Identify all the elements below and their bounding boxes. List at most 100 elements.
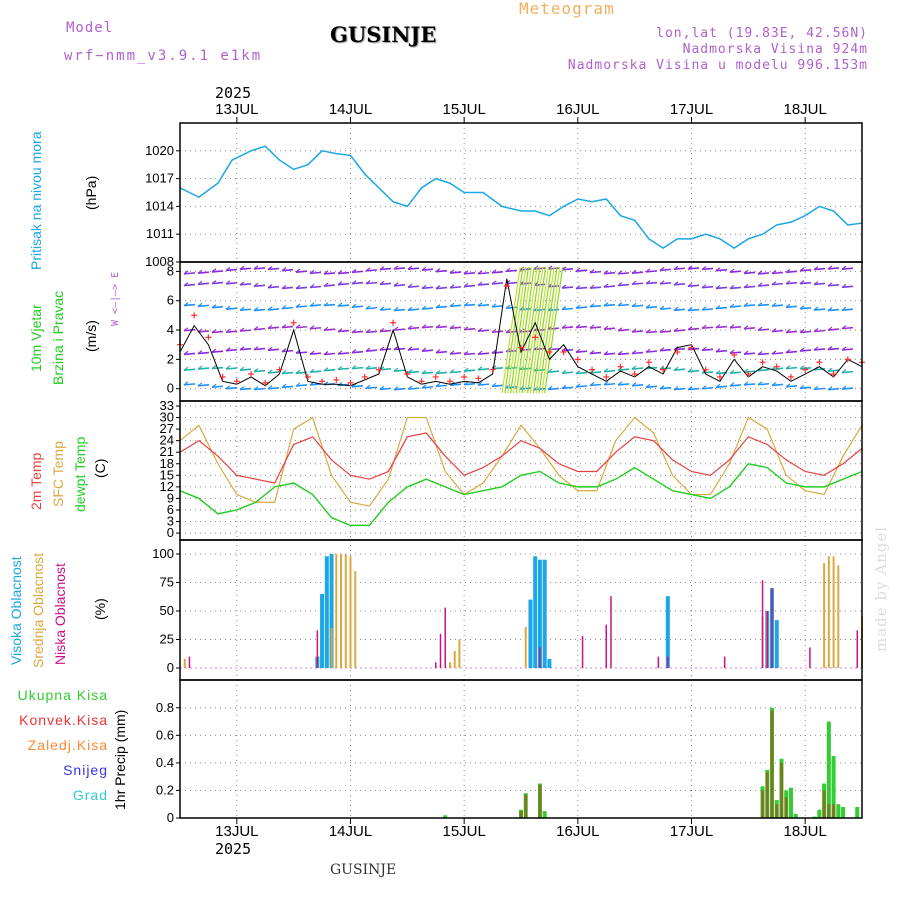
wind-streak <box>529 266 550 394</box>
wind-barb-head <box>197 280 203 285</box>
wind-barb <box>743 304 756 307</box>
wind-barb-head <box>771 302 777 307</box>
precip-bar <box>542 811 547 818</box>
wind-barb <box>827 284 840 287</box>
wind-barb-head <box>197 302 203 307</box>
legend-freezing-rain: Zaledj.Kisa <box>27 737 108 753</box>
wind-barb-head <box>379 385 385 390</box>
cloud-bar <box>183 658 186 668</box>
wind-barb <box>617 272 630 275</box>
wind-barb-head <box>827 367 833 372</box>
cloud-bar <box>528 599 533 668</box>
wind-barb-head <box>687 326 693 331</box>
wind-barb <box>701 308 714 311</box>
cloud-bar <box>581 636 584 668</box>
wind-barb-head <box>281 305 287 310</box>
wind-barb-head <box>253 386 259 391</box>
wind-barb-head <box>351 280 357 285</box>
wind-barb-head <box>309 302 315 307</box>
wind-barb <box>743 326 756 330</box>
wind-barb <box>407 267 420 270</box>
wind-barb-head <box>827 326 833 331</box>
wind-barb <box>589 371 602 374</box>
wind-barb <box>365 366 378 370</box>
wind-barb-head <box>533 265 539 270</box>
x-tick-label-bottom: 16JUL <box>556 823 599 840</box>
wind-barb-head <box>295 284 301 289</box>
wind-barb <box>267 348 280 352</box>
wind-barb <box>813 387 826 391</box>
wind-barb <box>785 330 798 334</box>
wind-barb-head <box>757 367 763 372</box>
lonlat-label: lon,lat (19.83E, 42.56N) <box>656 26 868 41</box>
cloud-bar <box>832 556 835 668</box>
precip-bar <box>831 756 836 818</box>
wind-barb-head <box>351 268 357 273</box>
legend-snow: Snijeg <box>63 762 108 778</box>
wind-barb <box>323 328 336 331</box>
wind-barb-head <box>841 283 847 288</box>
wind-barb <box>337 271 350 275</box>
wind-barb <box>379 267 392 271</box>
wind-barb-head <box>617 381 623 386</box>
cloud-bar <box>809 647 811 668</box>
wind-barb-head <box>407 385 413 390</box>
wind-streak <box>501 266 521 394</box>
wind-barb <box>659 268 672 272</box>
cloud-bar <box>547 658 552 668</box>
precip-bar <box>443 815 448 818</box>
precip-bar <box>855 806 860 818</box>
wind-barb <box>225 367 238 370</box>
wind-barb-head <box>631 350 637 355</box>
precip-bar <box>784 797 788 818</box>
wind-barb-head <box>337 270 343 274</box>
wind-streak <box>518 266 538 394</box>
wind-barb-head <box>225 305 231 310</box>
wind-barb-head <box>393 282 399 287</box>
wind-barb-head <box>281 284 287 289</box>
wind-barb-head <box>659 280 665 285</box>
wind-barb <box>435 384 448 388</box>
wind-barb-head <box>729 382 735 387</box>
wind-barb <box>827 347 840 351</box>
wind-barb-head <box>309 368 315 373</box>
wind-barb <box>239 267 252 271</box>
wind-barb-head <box>743 381 749 386</box>
wind-barb <box>827 387 840 391</box>
wind-barb <box>589 351 602 355</box>
wind-barb <box>211 330 224 334</box>
wind-barb <box>309 304 322 307</box>
y-tick-label: 12 <box>160 479 174 494</box>
wind-barb <box>463 369 476 373</box>
precip-bar <box>832 804 836 818</box>
y-tick-label: 0.4 <box>156 755 174 770</box>
wind-barb <box>393 283 406 287</box>
model-label: Model <box>66 20 114 36</box>
wind-barb <box>575 269 588 272</box>
wind-barb <box>421 286 434 290</box>
wind-barb <box>631 330 644 333</box>
wind-barb <box>505 330 518 334</box>
wind-barb-head <box>309 325 315 330</box>
wind-barb-head <box>631 382 637 387</box>
wind-barb <box>617 328 630 332</box>
wind-barb-head <box>603 381 609 386</box>
precip-bar <box>524 794 528 818</box>
wind-barb-head <box>687 282 693 287</box>
wind-barb <box>561 326 574 329</box>
wind-barb <box>771 352 784 355</box>
wind-barb <box>379 348 392 351</box>
wind-streak <box>509 266 530 394</box>
y-tick-label: 100 <box>152 546 174 561</box>
wind-barb <box>323 352 336 356</box>
y-tick-label: 1017 <box>145 171 174 186</box>
wind-barb <box>421 349 434 352</box>
wind-barb <box>323 368 336 372</box>
wind-barb <box>183 328 196 332</box>
wind-barb-head <box>617 350 623 355</box>
wind-barb <box>281 286 294 290</box>
wind-streak <box>524 266 544 394</box>
wind-barb <box>351 281 364 285</box>
cloud-bar <box>667 656 669 668</box>
